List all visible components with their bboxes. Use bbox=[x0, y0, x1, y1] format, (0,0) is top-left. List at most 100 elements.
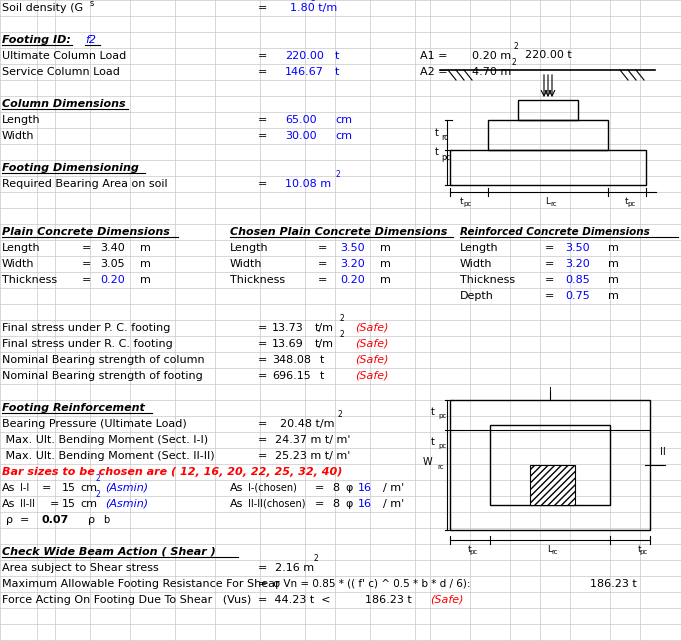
Text: 2: 2 bbox=[512, 58, 517, 67]
Text: t: t bbox=[638, 545, 642, 554]
Text: 8: 8 bbox=[332, 483, 339, 493]
Text: =: = bbox=[258, 179, 268, 189]
Bar bbox=[488, 120, 608, 150]
Text: =: = bbox=[318, 243, 328, 253]
Text: Force Acting On Footing Due To Shear   (Vus): Force Acting On Footing Due To Shear (Vu… bbox=[2, 595, 251, 605]
Text: 3.40: 3.40 bbox=[100, 243, 125, 253]
Text: 16: 16 bbox=[358, 483, 372, 493]
Text: I-I: I-I bbox=[20, 483, 29, 493]
Text: 20.48 t/m: 20.48 t/m bbox=[280, 419, 334, 429]
Text: A1 =: A1 = bbox=[420, 51, 447, 61]
Text: t: t bbox=[335, 51, 339, 61]
Text: t: t bbox=[435, 128, 439, 138]
Text: Max. Ult. Bending Moment (Sect. I-I): Max. Ult. Bending Moment (Sect. I-I) bbox=[2, 435, 208, 445]
Text: φ: φ bbox=[345, 483, 352, 493]
Text: f2: f2 bbox=[85, 35, 96, 45]
Text: =: = bbox=[545, 275, 554, 285]
Text: 10.08 m: 10.08 m bbox=[285, 179, 331, 189]
Text: 2: 2 bbox=[96, 490, 101, 499]
Text: 2: 2 bbox=[314, 554, 319, 563]
Text: As: As bbox=[230, 483, 243, 493]
Text: As: As bbox=[230, 499, 243, 509]
Bar bbox=[518, 100, 578, 120]
Text: Final stress under R. C. footing: Final stress under R. C. footing bbox=[2, 339, 173, 349]
Text: A2 =: A2 = bbox=[420, 67, 447, 77]
Text: m: m bbox=[608, 243, 619, 253]
Text: Thickness: Thickness bbox=[230, 275, 285, 285]
Text: pc: pc bbox=[438, 413, 446, 419]
Text: pc: pc bbox=[441, 153, 450, 162]
Text: Service Column Load: Service Column Load bbox=[2, 67, 120, 77]
Text: 2: 2 bbox=[339, 314, 344, 323]
Text: =: = bbox=[315, 499, 324, 509]
Text: Maximum Allowable Footing Resistance For Shear: Maximum Allowable Footing Resistance For… bbox=[2, 579, 280, 589]
Text: =: = bbox=[545, 291, 554, 301]
Text: 2: 2 bbox=[336, 170, 340, 179]
Text: Final stress under P. C. footing: Final stress under P. C. footing bbox=[2, 323, 170, 333]
Text: =: = bbox=[258, 67, 268, 77]
Text: I-(chosen): I-(chosen) bbox=[248, 483, 297, 493]
Text: m: m bbox=[608, 291, 619, 301]
Text: pc: pc bbox=[470, 549, 478, 555]
Text: Width: Width bbox=[460, 259, 492, 269]
Text: =: = bbox=[42, 483, 51, 493]
Text: rc: rc bbox=[437, 464, 443, 470]
Text: 2.16 m: 2.16 m bbox=[275, 563, 314, 573]
Text: m: m bbox=[380, 259, 391, 269]
Text: =: = bbox=[258, 3, 268, 13]
Text: II: II bbox=[660, 447, 666, 457]
Text: L: L bbox=[548, 545, 552, 554]
Text: 3.50: 3.50 bbox=[340, 243, 364, 253]
Text: 186.23 t: 186.23 t bbox=[590, 579, 637, 589]
Text: Length: Length bbox=[230, 243, 268, 253]
Text: 2: 2 bbox=[514, 42, 519, 51]
Text: Column Dimensions: Column Dimensions bbox=[2, 99, 125, 109]
Text: pc: pc bbox=[438, 443, 446, 449]
Text: Nominal Bearing strength of column: Nominal Bearing strength of column bbox=[2, 355, 204, 365]
Text: (Safe): (Safe) bbox=[430, 595, 464, 605]
Text: 3: 3 bbox=[310, 0, 315, 3]
Text: =: = bbox=[258, 419, 268, 429]
Text: t: t bbox=[335, 67, 339, 77]
Text: W: W bbox=[422, 457, 432, 467]
Text: =: = bbox=[545, 243, 554, 253]
Text: Nominal Bearing strength of footing: Nominal Bearing strength of footing bbox=[2, 371, 203, 381]
Text: Footing ID:: Footing ID: bbox=[2, 35, 71, 45]
Text: 0.07: 0.07 bbox=[42, 515, 69, 525]
Text: Thickness: Thickness bbox=[460, 275, 515, 285]
Text: (Safe): (Safe) bbox=[355, 371, 388, 381]
Text: =: = bbox=[258, 355, 268, 365]
Text: 8: 8 bbox=[332, 499, 339, 509]
Bar bbox=[450, 400, 650, 530]
Text: 1.80 t/m: 1.80 t/m bbox=[290, 3, 337, 13]
Text: 3.20: 3.20 bbox=[565, 259, 590, 269]
Text: 65.00: 65.00 bbox=[285, 115, 317, 125]
Text: cm: cm bbox=[80, 483, 97, 493]
Text: 146.67: 146.67 bbox=[285, 67, 324, 77]
Text: 0.75: 0.75 bbox=[565, 291, 590, 301]
Text: =: = bbox=[258, 451, 268, 461]
Text: 220.00: 220.00 bbox=[285, 51, 324, 61]
Text: m: m bbox=[140, 259, 151, 269]
Text: Chosen Plain Concrete Dimensions: Chosen Plain Concrete Dimensions bbox=[230, 227, 447, 237]
Bar bbox=[530, 465, 575, 505]
Text: m: m bbox=[380, 243, 391, 253]
Text: rc: rc bbox=[552, 549, 558, 555]
Text: 696.15: 696.15 bbox=[272, 371, 311, 381]
Text: (Asmin): (Asmin) bbox=[105, 499, 148, 509]
Text: / m': / m' bbox=[383, 483, 405, 493]
Text: Width: Width bbox=[2, 131, 35, 141]
Text: φ: φ bbox=[345, 499, 352, 509]
Text: rc: rc bbox=[441, 133, 448, 142]
Text: 220.00 t: 220.00 t bbox=[524, 50, 571, 60]
Text: cm: cm bbox=[80, 499, 97, 509]
Text: t: t bbox=[435, 147, 439, 157]
Text: 30.00: 30.00 bbox=[285, 131, 317, 141]
Text: =: = bbox=[82, 275, 91, 285]
Text: 25.23 m t/ m': 25.23 m t/ m' bbox=[275, 451, 351, 461]
Text: 15: 15 bbox=[62, 499, 76, 509]
Text: 2: 2 bbox=[337, 410, 342, 419]
Text: (Asmin): (Asmin) bbox=[105, 483, 148, 493]
Text: 3.05: 3.05 bbox=[100, 259, 125, 269]
Text: Area subject to Shear stress: Area subject to Shear stress bbox=[2, 563, 159, 573]
